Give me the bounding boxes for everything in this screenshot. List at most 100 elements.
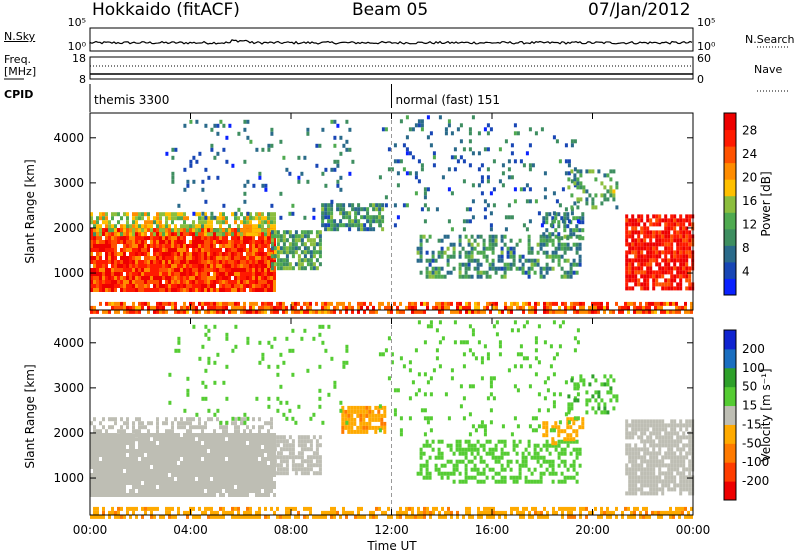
velocity-cell [105,453,108,457]
power-cell [318,143,322,148]
velocity-cell [111,433,114,437]
power-cell [670,286,674,291]
power-cell [147,280,150,284]
power-cell [438,305,441,310]
velocity-cell [374,425,378,430]
velocity-cell [652,443,656,448]
power-cell [360,227,364,232]
power-cell [138,216,141,221]
power-cell [467,262,471,267]
power-cell [267,228,270,233]
velocity-cell [198,481,201,485]
power-cell [99,284,102,288]
power-cell [643,234,647,239]
power-cell [165,228,168,233]
power-cell [237,224,240,229]
power-cell [96,268,99,272]
power-cell [144,228,147,233]
power-cell [354,219,358,224]
velocity-cell [563,437,567,442]
power-cell [634,254,638,259]
power-cell [132,224,135,229]
velocity-cell [186,449,189,453]
power-cell [543,171,547,176]
power-cell [411,309,414,314]
power-cell [174,305,177,310]
power-cell [93,309,96,314]
velocity-cell [204,481,207,485]
power-cell [210,309,213,314]
power-cell [393,159,397,164]
velocity-cell [210,489,213,493]
power-cell [186,288,189,292]
power-cell [655,218,659,223]
power-cell [470,246,474,251]
power-cell [234,284,237,288]
velocity-cell [201,489,204,493]
power-cell [252,260,255,264]
velocity-cell [159,485,162,489]
power-cell [258,276,261,280]
velocity-cell [195,453,198,457]
power-cell [542,266,546,271]
power-cell [327,309,330,314]
velocity-cell [201,477,204,481]
power-cell [153,276,156,280]
power-cell [664,250,668,255]
power-cell [138,260,141,264]
power-cell [294,230,298,235]
power-cell [468,219,472,224]
velocity-cell [545,467,549,472]
power-cell [440,250,444,255]
power-cell [381,203,385,208]
power-cell [348,301,351,306]
velocity-cell [341,405,345,410]
velocity-cell [99,493,102,497]
power-cell [108,288,111,292]
velocity-cell [566,437,570,442]
power-cell [552,135,556,140]
power-cell [525,227,529,232]
power-cell [249,244,252,248]
velocity-cell [108,473,111,477]
power-cell [628,230,632,235]
power-cell [483,147,487,152]
velocity-cell [473,475,477,480]
power-cell [506,250,510,255]
power-cell [222,216,225,221]
velocity-cell [482,467,486,472]
velocity-cell [213,469,216,473]
power-cell [381,301,384,306]
power-cell [431,258,435,263]
power-cell [204,215,208,220]
power-cell [560,274,564,279]
velocity-cell [625,471,629,476]
power-cell [539,270,543,275]
velocity-cell [201,473,204,477]
power-cell [557,220,561,225]
velocity-cell [664,435,668,440]
power-cell [261,284,264,288]
power-cell [153,264,156,268]
power-cell [660,301,663,306]
power-cell [123,248,126,252]
power-cell [264,284,267,288]
power-cell [564,305,567,310]
power-cell [509,246,513,251]
power-cell [291,266,295,271]
velocity-cell [135,493,138,497]
power-cell [480,309,483,314]
power-cell [195,309,198,314]
power-cell [252,305,255,310]
power-cell [237,272,240,276]
velocity-cell [291,463,295,468]
power-cell [652,270,656,275]
power-cell [108,224,111,229]
power-cell [411,301,414,306]
power-cell [264,252,267,256]
velocity-cell [216,485,219,489]
power-cell [545,238,549,243]
power-cell [667,226,671,231]
velocity-cell [291,451,295,456]
power-cell [204,167,208,172]
